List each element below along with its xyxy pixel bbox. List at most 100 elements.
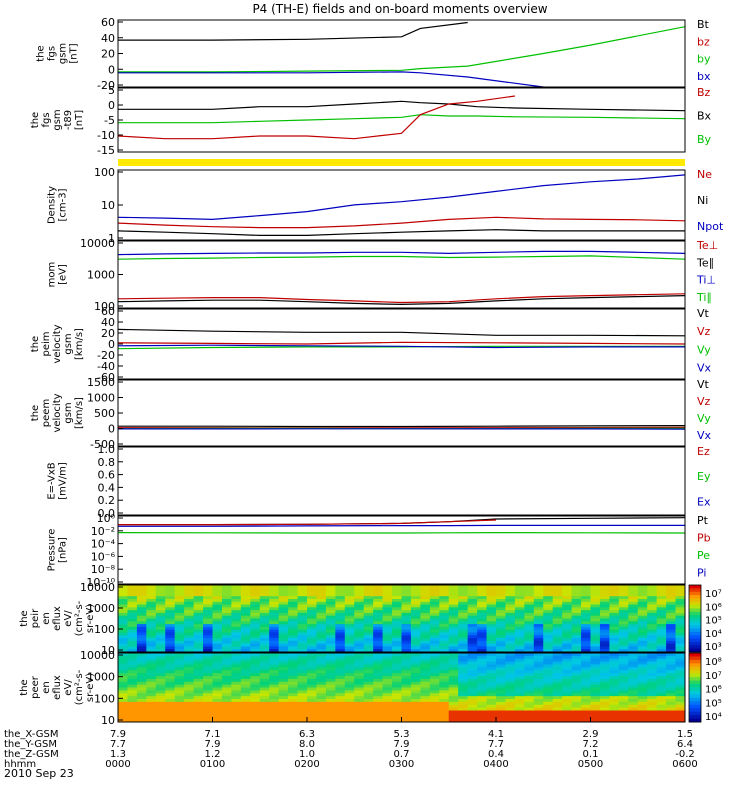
series-line-Bt	[118, 21, 468, 41]
orbit-value: 0200	[294, 759, 319, 770]
legend-entry: Ti∥	[696, 291, 712, 304]
legend-entry: Te⊥	[696, 239, 718, 252]
series-line-Vz	[118, 426, 686, 429]
y-tick-label: 1000	[87, 269, 115, 282]
colorbar-tick-label: 10⁸	[705, 657, 722, 668]
y-tick-label: 10⁻²	[91, 525, 115, 538]
y-axis-label: en	[41, 681, 52, 694]
legend-entry: Ex	[697, 495, 711, 508]
y-axis-label: fgs	[41, 112, 52, 127]
legend-entry: Pt	[697, 514, 709, 527]
series-line-bx	[118, 71, 544, 88]
y-tick-label: 1500	[87, 376, 115, 389]
orbit-value: 0600	[672, 759, 697, 770]
colorbar: 10⁷ 10⁶ 10⁵ 10⁴ 10³	[688, 584, 722, 653]
orbit-value: 7.9	[205, 739, 221, 750]
y-tick-label: 40	[101, 316, 115, 329]
orbit-value: 0300	[389, 759, 414, 770]
y-tick-label: 0.8	[98, 456, 116, 469]
legend-entry: Pi	[697, 567, 706, 580]
legend-entry: Ey	[697, 470, 711, 483]
orbit-value: 0.7	[394, 749, 410, 760]
y-tick-label: 100	[94, 166, 115, 179]
colorbar-tick-label: 10³	[705, 642, 722, 653]
panel-frame	[117, 169, 686, 241]
orbit-value: 7.9	[394, 739, 410, 750]
legend-entry: Te∥	[696, 256, 714, 269]
y-axis-label: [cm-3]	[58, 188, 69, 221]
y-axis-label: eflux	[52, 606, 63, 631]
y-tick-label: 60	[101, 16, 115, 29]
y-tick-label: 10000	[80, 649, 115, 662]
orbit-value: 7.9	[110, 729, 126, 740]
series-line-Pi	[118, 524, 685, 527]
legend-entry: Bx	[697, 109, 712, 122]
y-axis-label: fgs	[47, 46, 58, 61]
series-line-Npot	[117, 174, 686, 221]
figure-title: P4 (TH-E) fields and on-board moments ov…	[252, 2, 547, 16]
orbit-value: 0.4	[488, 749, 504, 760]
y-tick-label: 0.2	[98, 494, 116, 507]
series-line-Te∥	[117, 295, 686, 306]
panel-frame	[117, 87, 686, 153]
orbit-value: 7.1	[205, 729, 221, 740]
y-axis-label: Pressure	[47, 529, 58, 572]
orbit-value: 8.0	[299, 739, 315, 750]
panel-frame	[117, 515, 686, 585]
y-tick-label: 1000	[87, 671, 115, 684]
colorbar-tick-label: 10⁴	[705, 712, 722, 723]
y-tick-label: -500	[90, 438, 115, 451]
panel-frame	[117, 379, 686, 447]
legend-entry: Vx	[697, 362, 712, 375]
series-line-Ni	[117, 229, 685, 236]
panel-2: 5 0 -5 -10 -15 the fgs gsm -t89 [nT] Bz Bx By	[30, 84, 712, 157]
y-axis-label: the	[36, 45, 47, 61]
orbit-value: 2.9	[583, 729, 599, 740]
orbit-row-label: the_Y-GSM	[4, 739, 57, 750]
colorbar-tick-label: 10⁶	[705, 685, 722, 696]
orbit-value: 4.1	[488, 729, 504, 740]
y-axis-label: [nT]	[69, 43, 80, 63]
series-line-By	[118, 114, 686, 124]
y-axis-label: [km/s]	[74, 397, 85, 429]
series-line-Ne	[117, 216, 686, 229]
y-axis-label: en	[41, 612, 52, 625]
y-axis-label: [mV/m]	[58, 462, 69, 500]
colorbar-tick-label: 10⁵	[705, 616, 722, 627]
series-line-Ti⊥	[117, 250, 686, 256]
y-axis-label: eV/	[63, 679, 74, 696]
y-axis-label: gsm	[58, 43, 69, 64]
y-tick-label: 10⁻⁸	[91, 563, 116, 576]
legend-entry: Vy	[697, 412, 711, 425]
y-tick-label: 10⁻⁶	[91, 550, 116, 563]
y-tick-label: 10	[101, 714, 115, 727]
colorbar-tick-label: 10⁷	[705, 671, 722, 682]
y-axis-label: E=-VxB	[47, 462, 58, 499]
y-axis-label: peim	[41, 331, 52, 356]
y-axis-label: gsm	[63, 402, 74, 423]
orbit-row-label: the_Z-GSM	[4, 749, 59, 760]
legend-entry: By	[697, 133, 712, 146]
y-tick-label: 0.4	[98, 481, 116, 494]
y-axis-label: the	[30, 112, 41, 128]
legend-entry: Ez	[697, 445, 710, 458]
orbit-value: 5.3	[394, 729, 410, 740]
series-line-Te⊥	[117, 293, 686, 304]
y-tick-label: 0	[108, 63, 115, 76]
y-tick-label: 0.6	[98, 469, 116, 482]
orbit-value: 0500	[578, 759, 603, 770]
date-label: 2010 Sep 23	[4, 767, 74, 780]
legend-entry: Pe	[697, 549, 710, 562]
y-axis-label: the	[30, 336, 41, 352]
orbit-value: 7.7	[488, 739, 504, 750]
panel-frame	[117, 584, 686, 653]
series-line-Bz	[117, 95, 515, 140]
orbit-row-label: the_X-GSM	[4, 729, 58, 740]
legend-entry: Pb	[697, 532, 711, 545]
y-tick-label: 10	[101, 644, 115, 657]
legend-entry: by	[697, 53, 711, 66]
orbit-row-label: hhmm	[4, 759, 36, 770]
